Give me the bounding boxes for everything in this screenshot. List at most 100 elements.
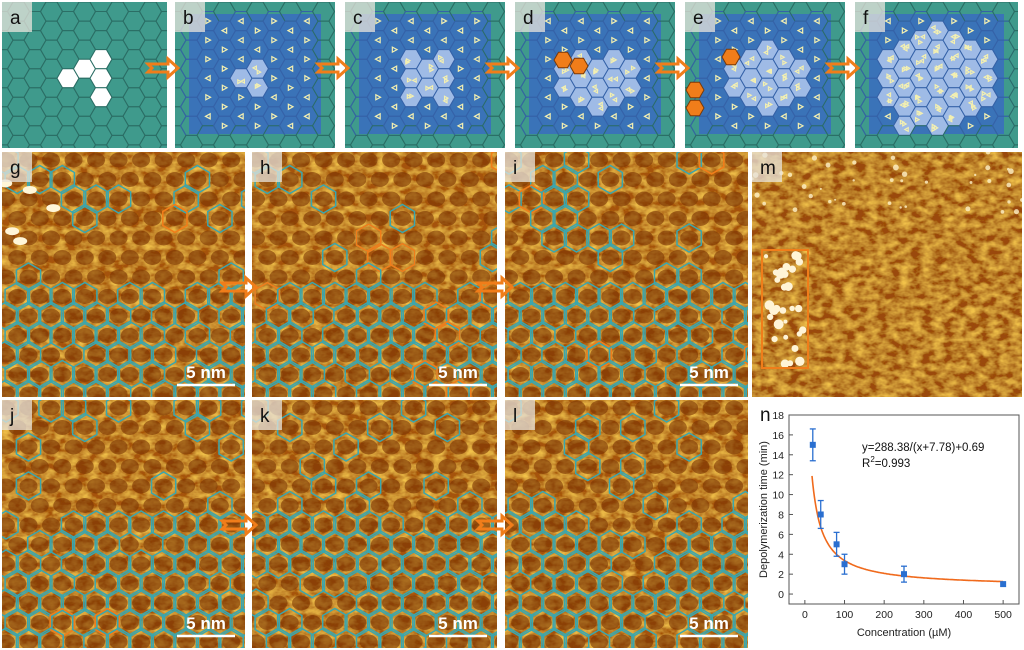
lattice-hexagon-overlay [457, 529, 483, 560]
pore [545, 347, 564, 363]
pore [505, 386, 518, 397]
triangle-molecule [544, 17, 551, 25]
triangle-molecule [270, 93, 277, 101]
panel-label-g: g [10, 158, 21, 179]
pore [120, 289, 139, 304]
lattice-hexagon-overlay [445, 549, 472, 579]
pore [244, 640, 245, 644]
pore [337, 439, 356, 455]
pore [303, 289, 322, 304]
pore [370, 289, 389, 304]
triangle-molecule [474, 36, 481, 44]
lattice-hexagon-overlay [505, 379, 522, 397]
triangle-molecule [390, 84, 398, 92]
lattice-hexagon-overlay [490, 344, 497, 366]
pore [415, 420, 434, 435]
triangle-molecule [903, 126, 909, 133]
schematic-row [2, 2, 1018, 148]
lattice-hexagon-overlay [60, 588, 87, 618]
pore [8, 250, 27, 265]
pore [635, 230, 654, 246]
triangle-molecule [885, 36, 892, 44]
triangle-molecule [287, 84, 295, 92]
lattice-hexagon-overlay [400, 301, 427, 331]
bright-adsorbate [924, 180, 929, 184]
pore [325, 459, 344, 474]
triangle-molecule [205, 93, 212, 101]
lattice-hexagon-overlay [150, 301, 177, 331]
triangle-molecule [438, 58, 444, 64]
pore [449, 308, 468, 324]
pore [494, 558, 497, 570]
pore [533, 420, 552, 435]
pore [303, 498, 322, 513]
pore [438, 459, 457, 474]
lattice-hexagon [865, 2, 878, 3]
triangle-molecule [748, 36, 755, 44]
pore [680, 308, 699, 324]
pore [483, 211, 497, 226]
pore [98, 615, 117, 630]
pore [404, 478, 423, 494]
pore [747, 236, 748, 240]
lattice-hexagon-overlay [574, 607, 601, 638]
lattice-hexagon-overlay [529, 529, 556, 560]
triangle-molecule [254, 122, 262, 130]
pore [713, 250, 732, 265]
triangle-molecule [304, 74, 311, 82]
network-fragment [780, 359, 790, 369]
panel-labels: a b c d e fg h i mj k l [2, 2, 885, 430]
triangle-molecule [428, 63, 434, 70]
network-fragment [787, 360, 794, 367]
pore [87, 595, 106, 611]
lattice-hexagon-overlay [574, 359, 601, 390]
pore [154, 191, 173, 207]
pore [702, 595, 721, 611]
pore [533, 537, 552, 552]
pore [132, 152, 151, 168]
triangle-molecule [814, 55, 821, 63]
triangle-molecule [564, 67, 570, 73]
lattice-hexagon-overlay [366, 412, 393, 443]
triangle-molecule [303, 17, 310, 25]
triangle-molecule [918, 39, 924, 46]
lattice-hexagon-overlay [378, 627, 404, 648]
network-fragment [795, 258, 804, 266]
pore [657, 230, 676, 246]
x-tick-label: 200 [875, 609, 893, 621]
pore [505, 595, 518, 611]
pore [725, 269, 744, 285]
pore [612, 386, 631, 397]
pore [623, 289, 642, 304]
lattice-hexagon-overlay [552, 203, 579, 234]
pore [269, 556, 288, 572]
lattice-hexagon-overlay [207, 359, 233, 390]
triangle-molecule [612, 76, 619, 82]
lattice-hexagon [838, 87, 845, 108]
pore [359, 308, 378, 324]
triangle-molecule [949, 38, 956, 45]
lattice-hexagon-overlay [105, 301, 132, 331]
triangle-molecule [611, 17, 618, 25]
pore [64, 595, 83, 611]
triangle-molecule [303, 93, 310, 101]
pore [472, 386, 491, 397]
pore [303, 367, 322, 382]
lattice-hexagon-overlay [710, 529, 736, 560]
lattice-hexagon-overlay [150, 510, 177, 540]
pore [120, 328, 139, 343]
pore [449, 517, 468, 533]
pore [252, 269, 265, 285]
orange-hexagon [553, 51, 573, 69]
pore [590, 634, 609, 648]
pore [578, 537, 597, 552]
pore [415, 250, 434, 265]
lattice-hexagon-overlay [653, 400, 680, 423]
pore [75, 615, 94, 630]
lattice-hexagon-overlay [597, 281, 624, 312]
lattice-hexagon-overlay [400, 379, 427, 397]
triangle-molecule [456, 122, 464, 130]
triangle-molecule [578, 97, 584, 104]
triangle-molecule [304, 36, 311, 44]
